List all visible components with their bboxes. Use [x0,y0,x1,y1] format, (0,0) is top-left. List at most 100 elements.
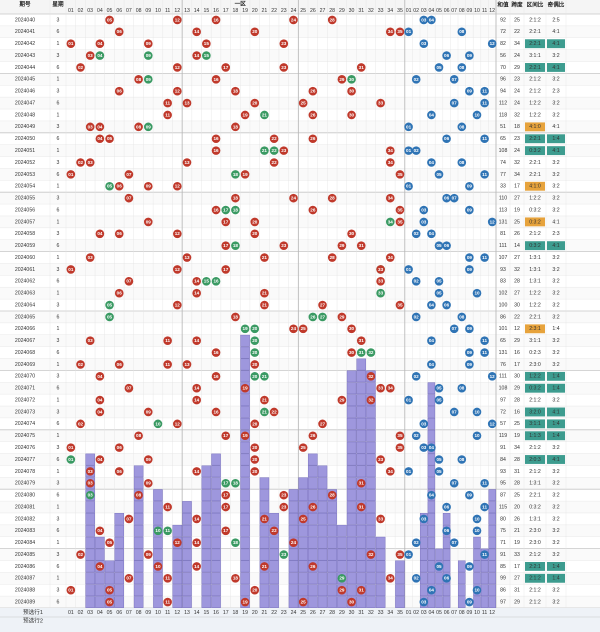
ball-number: 31 [359,588,365,593]
ball-number: 32 [368,374,374,379]
blue-ball [457,455,467,464]
ball-number: 09 [467,326,473,331]
period-cell: 2024085 [15,552,35,558]
red-ball [250,419,260,429]
bar-segment [356,406,366,418]
bar-segment [308,584,318,597]
oddeven-cell: 3:2 [552,469,559,475]
repeat-ball [221,205,231,215]
ball-number: 03 [421,445,427,450]
bar-segment [240,358,250,371]
ball-number: 12 [490,41,496,46]
ball-number: 12 [175,89,181,94]
header-number: 08 [136,8,142,14]
ball-number: 23 [281,552,287,557]
header-number: 27 [320,8,326,14]
period-cell: 2024087 [15,576,35,582]
repeat-ball [153,526,163,536]
zone-cell: 2:1:2 [529,397,541,403]
period-cell: 2024068 [15,350,35,356]
ball-number: 10 [155,421,161,426]
period-cell: 2024066 [15,326,35,332]
blue-ball [487,217,497,227]
ball-number: 13 [184,101,190,106]
blue-ball [465,324,474,334]
blue-ball [427,15,436,25]
oddeven-cell: 3:2 [552,528,559,534]
bar-segment [366,418,376,430]
zone-badge [525,419,545,429]
week-cell: 6 [57,279,60,285]
bar-segment [211,501,221,513]
ball-number: 02 [414,279,420,284]
blue-ball [434,383,444,393]
row-stripe [0,406,600,418]
oddeven-cell: 3:2 [552,540,559,546]
bar-segment [85,513,95,525]
blue-ball [480,478,489,488]
bar-segment [211,453,221,466]
ball-number: 33 [378,516,384,521]
bar-segment [317,489,328,501]
ball-number: 21 [262,148,268,153]
week-cell: 1 [57,291,60,297]
bar-segment [327,584,337,597]
blue-ball [480,502,489,512]
bar-segment [308,477,318,490]
ball-number: 23 [281,493,287,498]
ball-number: 34 [388,386,394,391]
bar-segment [427,418,436,430]
red-ball [356,585,366,595]
bar-segment [201,536,212,549]
predict-number: 16 [213,610,219,616]
bar-segment [420,524,428,537]
red-ball [221,502,231,512]
bar-segment [356,382,366,395]
bar-segment [356,394,366,406]
sum-cell: 111 [499,374,507,380]
week-cell: 1 [57,148,60,154]
ball-number: 23 [281,41,287,46]
red-ball [279,63,289,72]
red-ball [260,300,269,310]
ball-number: 02 [414,148,420,153]
red-ball [376,514,385,524]
sum-cell: 56 [500,53,506,59]
bar-segment [427,596,436,608]
ball-number: 31 [359,65,365,70]
red-ball [395,300,405,310]
red-ball [95,407,105,417]
ball-number: 10 [474,409,480,414]
bar-segment [172,584,183,597]
ball-number: 12 [175,231,181,236]
sum-cell: 100 [499,302,508,308]
sum-cell: 80 [500,516,506,522]
bar-segment [269,572,279,585]
bar-segment [259,501,270,513]
week-cell: 1 [57,397,60,403]
repeat-ball [202,51,211,60]
ball-number: 14 [194,53,200,58]
bar-segment [317,572,328,585]
week-cell: 1 [57,576,60,582]
ball-number: 04 [429,17,435,22]
bar-segment [442,536,451,549]
ball-number: 02 [78,552,84,557]
zone-cell: 1:2:2 [529,291,541,297]
bar-segment [172,524,183,537]
bar-segment [488,536,496,549]
zone-badge [525,324,545,334]
ball-number: 09 [467,362,473,367]
red-ball [211,146,221,155]
red-ball [173,300,182,310]
header-number: 09 [145,8,151,14]
bar-segment [442,584,451,597]
span-cell: 17 [514,362,520,368]
blue-ball [419,205,429,215]
ball-number: 11 [165,338,170,343]
bar-segment [317,560,328,573]
red-ball [143,217,153,227]
sum-cell: 131 [499,219,508,225]
red-ball [76,360,85,369]
oddeven-badge [547,383,565,393]
